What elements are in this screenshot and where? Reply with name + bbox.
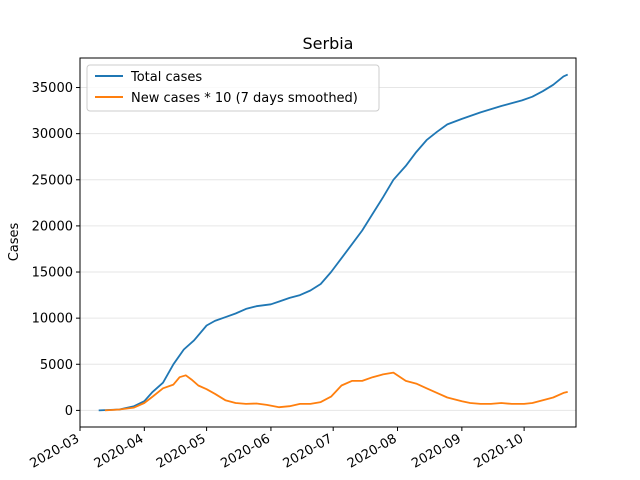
legend: Total cases New cases * 10 (7 days smoot… [86, 64, 380, 112]
y-tick-label: 10000 [32, 312, 73, 327]
chart-title: Serbia [303, 34, 354, 53]
y-tick-label: 0 [65, 404, 73, 419]
x-tick-label: 2020-10 [472, 431, 527, 471]
series-lines [98, 73, 569, 412]
x-tick-label: 2020-06 [218, 431, 273, 471]
legend-label-total-cases: Total cases [130, 70, 202, 85]
x-tick-label: 2020-05 [154, 431, 209, 471]
y-tick-label: 20000 [32, 219, 73, 234]
y-tick-label: 30000 [32, 127, 73, 142]
y-tick-label: 15000 [32, 266, 73, 281]
x-axis-ticks: 2020-03 2020-04 2020-05 2020-06 2020-07 2020-… [27, 427, 526, 472]
series-line-new-cases [104, 371, 568, 412]
x-tick-label: 2020-08 [345, 431, 400, 471]
grid [80, 87, 576, 411]
legend-label-new-cases: New cases * 10 (7 days smoothed) [131, 91, 358, 106]
series-line-total-cases [98, 73, 569, 412]
x-tick-label: 2020-04 [92, 431, 147, 471]
y-tick-label: 35000 [32, 81, 73, 96]
plot-area-frame [79, 57, 577, 428]
x-tick-label: 2020-09 [409, 431, 464, 471]
legend-box [86, 64, 380, 112]
y-tick-label: 25000 [32, 173, 73, 188]
x-tick-label: 2020-03 [27, 431, 82, 471]
x-tick-label: 2020-07 [281, 431, 336, 471]
y-tick-label: 5000 [40, 358, 73, 373]
y-axis-label: Cases [7, 222, 22, 261]
y-axis-ticks: 0 5000 10000 15000 20000 25000 30000 35000 [32, 81, 80, 419]
